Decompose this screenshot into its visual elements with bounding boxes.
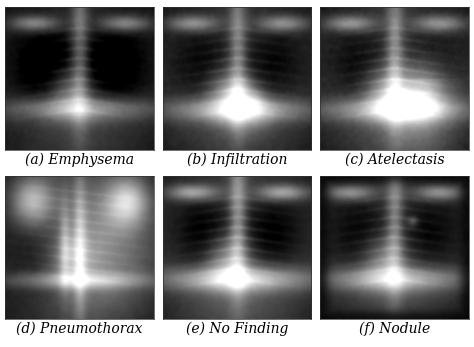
X-axis label: (f) Nodule: (f) Nodule [359, 322, 430, 336]
X-axis label: (c) Atelectasis: (c) Atelectasis [345, 153, 445, 167]
X-axis label: (b) Infiltration: (b) Infiltration [187, 153, 287, 167]
X-axis label: (d) Pneumothorax: (d) Pneumothorax [16, 322, 142, 336]
X-axis label: (e) No Finding: (e) No Finding [186, 322, 288, 336]
X-axis label: (a) Emphysema: (a) Emphysema [25, 153, 134, 167]
